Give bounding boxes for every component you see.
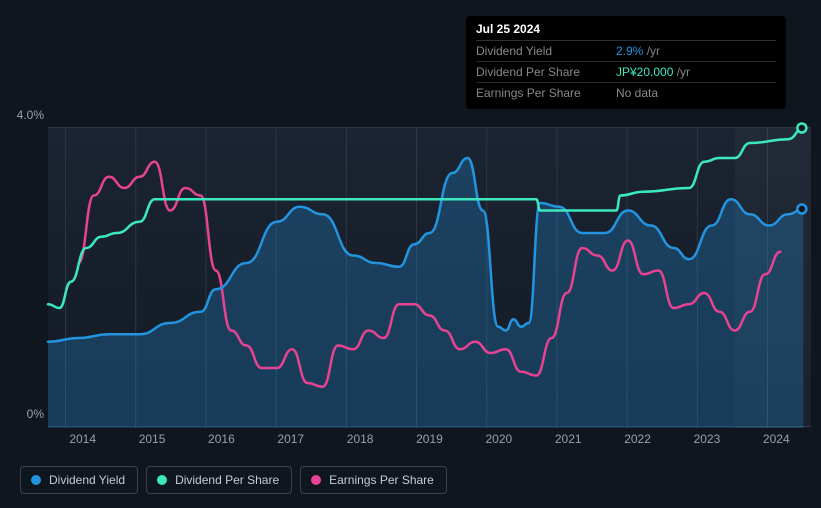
tooltip-rows: Dividend Yield2.9% /yrDividend Per Share… <box>476 40 776 103</box>
legend-item[interactable]: Dividend Per Share <box>146 466 292 494</box>
tooltip-row: Dividend Yield2.9% /yr <box>476 40 776 61</box>
x-axis-tick: 2019 <box>395 432 464 446</box>
x-axis-tick: 2023 <box>672 432 741 446</box>
x-axis-tick: 2015 <box>117 432 186 446</box>
x-axis-tick: 2021 <box>534 432 603 446</box>
x-axis-tick: 2018 <box>325 432 394 446</box>
x-axis-tick: 2020 <box>464 432 533 446</box>
tooltip-row: Earnings Per ShareNo data <box>476 82 776 103</box>
legend-dot <box>157 475 167 485</box>
tooltip-row-label: Dividend Per Share <box>476 65 616 79</box>
legend-label: Dividend Per Share <box>175 473 279 487</box>
chart-tooltip: Jul 25 2024 Dividend Yield2.9% /yrDivide… <box>466 16 786 109</box>
y-axis-label-top: 4.0% <box>0 108 44 122</box>
x-axis-tick: 2022 <box>603 432 672 446</box>
tooltip-row-value: 2.9% /yr <box>616 44 660 58</box>
tooltip-row-value: JP¥20.000 /yr <box>616 65 690 79</box>
tooltip-row-label: Dividend Yield <box>476 44 616 58</box>
chart-svg <box>48 108 811 428</box>
tooltip-date: Jul 25 2024 <box>476 22 776 36</box>
x-axis-tick: 2014 <box>48 432 117 446</box>
legend: Dividend Yield Dividend Per Share Earnings… <box>20 466 447 494</box>
legend-dot <box>311 475 321 485</box>
tooltip-row-label: Earnings Per Share <box>476 86 616 100</box>
tooltip-row-value: No data <box>616 86 658 100</box>
x-axis-tick: 2017 <box>256 432 325 446</box>
chart-plot-area[interactable] <box>48 127 811 427</box>
x-axis-tick: 2024 <box>742 432 811 446</box>
y-axis-label-bottom: 0% <box>0 407 44 421</box>
legend-label: Dividend Yield <box>49 473 125 487</box>
legend-item[interactable]: Dividend Yield <box>20 466 138 494</box>
x-axis-labels: 2014201520162017201820192020202120222023… <box>48 432 811 446</box>
tooltip-row: Dividend Per ShareJP¥20.000 /yr <box>476 61 776 82</box>
legend-dot <box>31 475 41 485</box>
x-axis-tick: 2016 <box>187 432 256 446</box>
legend-item[interactable]: Earnings Per Share <box>300 466 447 494</box>
legend-label: Earnings Per Share <box>329 473 434 487</box>
